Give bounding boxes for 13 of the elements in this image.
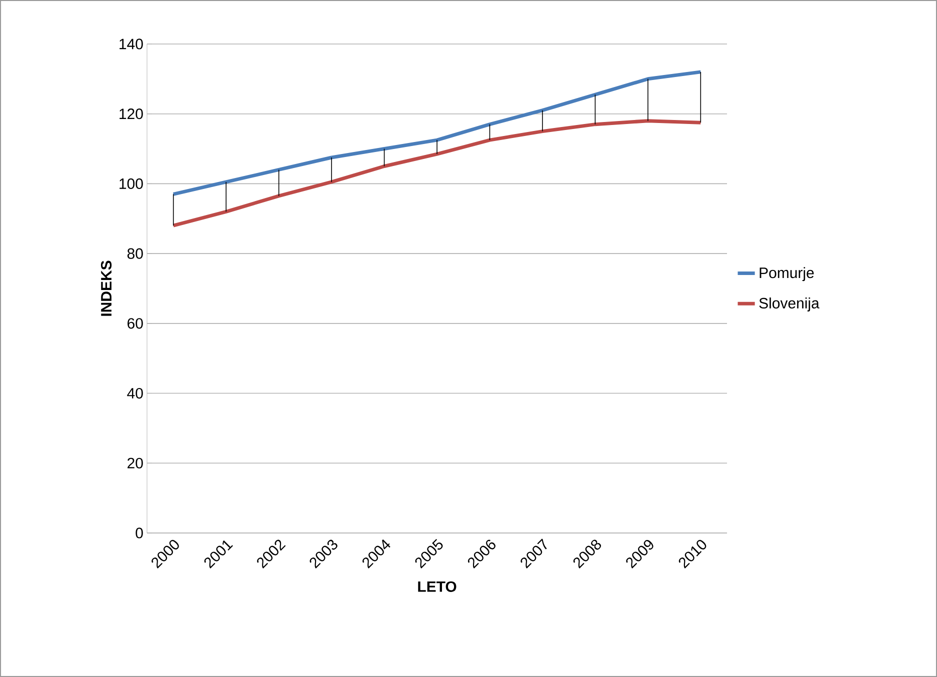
- y-tick-label: 40: [127, 388, 143, 399]
- legend-label: Slovenija: [759, 297, 820, 312]
- y-tick-label: 140: [120, 38, 143, 50]
- y-tick-label: 80: [127, 248, 143, 259]
- line-series: [172, 119, 702, 228]
- y-tick-label: 0: [136, 528, 143, 538]
- y-tick-label: 20: [128, 458, 143, 468]
- legend-label: Pomurje: [760, 267, 814, 282]
- x-axis-title: LETO: [418, 581, 456, 592]
- y-tick-label: 120: [120, 108, 143, 120]
- y-tick-label: 60: [128, 318, 143, 329]
- y-axis-title: INDEKS: [100, 260, 112, 316]
- y-tick-label: 100: [120, 178, 143, 190]
